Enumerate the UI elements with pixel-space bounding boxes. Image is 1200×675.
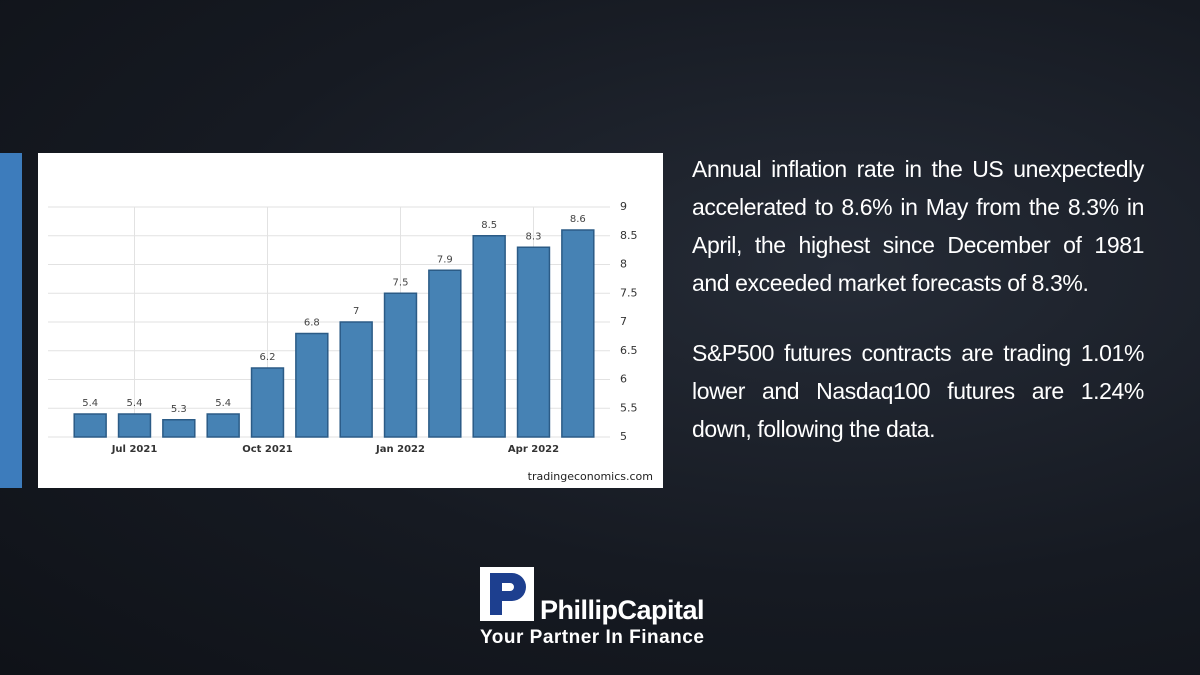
x-tick-label: Oct 2021 xyxy=(242,444,293,455)
data-label: 8.6 xyxy=(570,214,586,225)
article: Annual inflation rate in the US unexpect… xyxy=(692,150,1144,480)
x-tick-label: Jul 2021 xyxy=(111,444,158,455)
logo-icon xyxy=(480,567,534,621)
y-tick-label: 6.5 xyxy=(620,344,638,357)
bar xyxy=(250,367,285,438)
bar xyxy=(73,413,107,438)
data-label: 8.3 xyxy=(526,231,542,242)
y-tick-label: 6 xyxy=(620,373,627,386)
y-tick-label: 7 xyxy=(620,315,627,328)
bar xyxy=(339,321,373,438)
x-tick-label: Apr 2022 xyxy=(508,444,559,455)
data-label: 7.5 xyxy=(393,277,409,288)
paragraph: S&P500 futures contracts are trading 1.0… xyxy=(692,340,1144,442)
y-tick-label: 9 xyxy=(620,200,627,213)
data-label: 6.8 xyxy=(304,318,320,329)
chart-panel: tradingeconomics.com 5 5.5 6 6.5 7 7.5 8 8.5 9 Ju… xyxy=(38,153,663,488)
accent-bar xyxy=(0,153,22,488)
data-label: 5.4 xyxy=(127,398,143,409)
data-label: 5.3 xyxy=(171,404,187,415)
data-label: 6.2 xyxy=(260,352,276,363)
bar xyxy=(117,413,152,438)
bar xyxy=(295,332,329,438)
source: tradingeconomics.com xyxy=(528,470,653,483)
data-label: 7 xyxy=(353,306,359,317)
bar xyxy=(428,269,462,438)
bar xyxy=(561,229,595,438)
bar xyxy=(516,246,551,438)
x-tick-label: Jan 2022 xyxy=(375,444,425,455)
y-tick-label: 8 xyxy=(620,258,627,271)
y-tick-label: 7.5 xyxy=(620,286,638,299)
y-tick-label: 5 xyxy=(620,430,627,443)
logo-name: PhillipCapital xyxy=(540,595,705,625)
data-label: 7.9 xyxy=(437,254,453,265)
bar xyxy=(206,413,240,438)
y-tick-label: 5.5 xyxy=(620,401,638,414)
bar xyxy=(472,235,506,438)
y-tick-label: 8.5 xyxy=(620,229,638,242)
paragraph: Annual inflation rate in the US unexpect… xyxy=(692,156,1144,296)
data-label: 5.4 xyxy=(215,398,231,409)
chart: tradingeconomics.com 5 5.5 6 6.5 7 7.5 8 8.5 9 Ju… xyxy=(48,200,653,483)
bar xyxy=(162,419,196,438)
data-label: 8.5 xyxy=(481,220,497,231)
data-label: 5.4 xyxy=(82,398,98,409)
bar xyxy=(383,292,418,438)
logo-tagline: Your Partner In Finance xyxy=(480,627,705,648)
